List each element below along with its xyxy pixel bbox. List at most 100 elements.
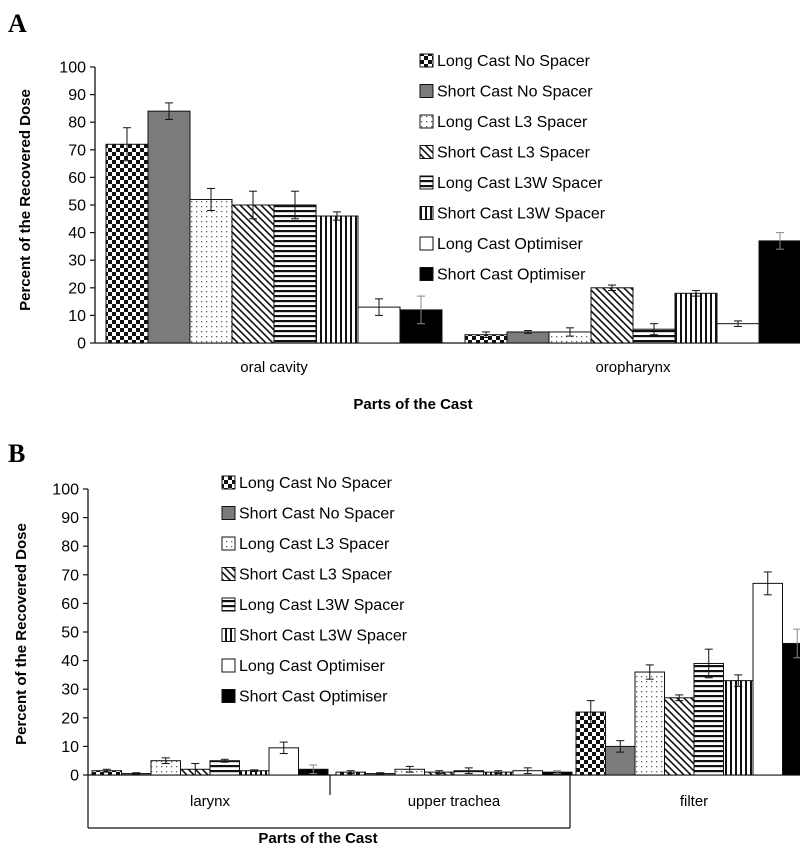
panel-a-legend: Long Cast No Spacer Short Cast No Spacer L… xyxy=(419,53,606,284)
bar-long-cast-optimiser-filter xyxy=(752,582,783,776)
error-bar-long-cast-optimiser-larynx xyxy=(279,741,288,755)
error-bar-short-cast-no-spacer-oropharynx xyxy=(524,330,532,334)
error-bar-short-cast-l3w-spacer-filter xyxy=(734,674,743,687)
error-bar-short-cast-optimiser-upper-trachea xyxy=(553,770,562,775)
y-tick-label: 50 xyxy=(61,625,79,642)
error-bar-short-cast-l3w-spacer-oral-cavity xyxy=(333,211,341,221)
bar-short-cast-optimiser-filter xyxy=(782,642,800,776)
legend-swatch-long-cast-no-spacer xyxy=(419,53,434,68)
panel-b-legend: Long Cast No Spacer Short Cast No Spacer L… xyxy=(221,475,408,706)
y-tick-label: 30 xyxy=(61,682,79,699)
legend-label-short-cast-no-spacer: Short Cast No Spacer xyxy=(239,506,395,523)
bar-long-cast-no-spacer-filter xyxy=(575,711,606,776)
error-bar-long-cast-l3-spacer-larynx xyxy=(161,757,170,765)
y-tick-label: 90 xyxy=(68,87,86,104)
y-tick-label: 60 xyxy=(61,596,79,613)
error-bar-long-cast-no-spacer-filter xyxy=(586,700,595,725)
y-tick-label: 70 xyxy=(68,142,86,159)
y-tick-label: 0 xyxy=(70,768,79,785)
bar-long-cast-l3-spacer-filter xyxy=(634,671,665,776)
panel-b-letter: B xyxy=(8,439,25,468)
bar-long-cast-l3w-spacer-larynx xyxy=(209,760,240,776)
panel-a: A Percent of the Recovered Dose Parts of… xyxy=(8,9,800,413)
legend-swatch-long-cast-l3w-spacer xyxy=(419,175,434,190)
error-bar-short-cast-l3w-spacer-larynx xyxy=(250,769,259,773)
error-bar-long-cast-no-spacer-upper-trachea xyxy=(346,770,355,775)
error-bar-short-cast-l3-spacer-filter xyxy=(675,694,684,702)
legend-swatch-long-cast-l3w-spacer xyxy=(221,597,236,612)
bar-short-cast-optimiser-oropharynx xyxy=(758,240,800,344)
error-bar-long-cast-l3-spacer-upper-trachea xyxy=(405,765,414,773)
error-bar-long-cast-no-spacer-oropharynx xyxy=(482,331,490,338)
error-bar-short-cast-l3-spacer-oropharynx xyxy=(608,284,616,292)
y-tick-label: 0 xyxy=(77,336,86,353)
error-bar-long-cast-l3w-spacer-oropharynx xyxy=(650,323,658,336)
error-bar-short-cast-l3-spacer-oral-cavity xyxy=(249,190,257,220)
y-tick-label: 100 xyxy=(52,482,79,499)
category-label-upper-trachea: upper trachea xyxy=(408,793,501,810)
legend-label-short-cast-l3-spacer: Short Cast L3 Spacer xyxy=(239,567,393,584)
bar-long-cast-l3-spacer-oral-cavity xyxy=(189,198,233,344)
error-bar-short-cast-l3-spacer-larynx xyxy=(191,763,200,776)
y-tick-label: 40 xyxy=(68,225,86,242)
error-bar-short-cast-optimiser-oral-cavity xyxy=(417,295,425,325)
error-bar-long-cast-l3w-spacer-larynx xyxy=(220,758,229,763)
panel-b-plot: 0 10 20 30 40 50 60 70 80 90 100 larynx upper trache… xyxy=(52,475,800,829)
panel-a-letter: A xyxy=(8,9,27,38)
y-tick-label: 20 xyxy=(61,710,79,727)
error-bar-short-cast-l3w-spacer-upper-trachea xyxy=(494,770,503,775)
legend-swatch-short-cast-optimiser xyxy=(419,267,434,281)
error-bar-short-cast-l3-spacer-upper-trachea xyxy=(435,770,444,775)
bar-long-cast-no-spacer-oral-cavity xyxy=(105,143,149,344)
y-tick-label: 60 xyxy=(68,170,86,187)
error-bar-long-cast-optimiser-upper-trachea xyxy=(523,767,532,775)
legend-label-long-cast-l3-spacer: Long Cast L3 Spacer xyxy=(437,114,588,131)
error-bar-short-cast-optimiser-larynx xyxy=(309,764,318,775)
bar-short-cast-l3w-spacer-oropharynx xyxy=(674,292,718,344)
error-bar-long-cast-l3-spacer-filter xyxy=(645,664,654,680)
category-label-oral-cavity: oral cavity xyxy=(240,359,308,376)
y-tick-label: 80 xyxy=(68,115,86,132)
legend-swatch-long-cast-l3-spacer xyxy=(221,536,236,551)
legend-swatch-short-cast-no-spacer xyxy=(419,84,434,98)
legend-label-long-cast-optimiser: Long Cast Optimiser xyxy=(437,236,584,253)
legend-swatch-long-cast-no-spacer xyxy=(221,475,236,490)
legend-label-short-cast-optimiser: Short Cast Optimiser xyxy=(239,689,388,706)
error-bar-long-cast-no-spacer-oral-cavity xyxy=(123,127,131,162)
y-tick-label: 10 xyxy=(61,739,79,756)
legend-swatch-long-cast-l3-spacer xyxy=(419,114,434,129)
legend-label-short-cast-optimiser: Short Cast Optimiser xyxy=(437,267,586,284)
legend-label-long-cast-l3-spacer: Long Cast L3 Spacer xyxy=(239,536,390,553)
error-bar-short-cast-l3w-spacer-oropharynx xyxy=(692,290,700,297)
bar-short-cast-l3w-spacer-filter xyxy=(723,680,754,776)
panel-b-y-axis-title: Percent of the Recovered Dose xyxy=(13,523,30,745)
error-bar-short-cast-no-spacer-filter xyxy=(616,740,625,753)
legend-swatch-short-cast-l3w-spacer xyxy=(419,206,434,220)
error-bar-long-cast-optimiser-filter xyxy=(763,571,772,596)
bar-short-cast-l3w-spacer-oral-cavity xyxy=(315,215,359,344)
legend-swatch-short-cast-l3-spacer xyxy=(221,567,236,581)
legend-swatch-short-cast-no-spacer xyxy=(221,506,236,520)
error-bar-long-cast-no-spacer-larynx xyxy=(102,768,111,773)
legend-swatch-long-cast-optimiser xyxy=(221,658,236,673)
y-tick-label: 20 xyxy=(68,280,86,297)
error-bar-long-cast-l3w-spacer-upper-trachea xyxy=(464,767,473,775)
error-bar-short-cast-no-spacer-larynx xyxy=(132,772,141,775)
legend-label-long-cast-optimiser: Long Cast Optimiser xyxy=(239,658,386,675)
legend-swatch-long-cast-optimiser xyxy=(419,236,434,251)
error-bar-long-cast-optimiser-oropharynx xyxy=(734,320,742,327)
y-tick-label: 40 xyxy=(61,653,79,670)
y-tick-label: 100 xyxy=(59,60,86,77)
error-bar-long-cast-l3w-spacer-filter xyxy=(704,648,713,679)
error-bar-long-cast-l3-spacer-oropharynx xyxy=(566,327,574,337)
y-tick-label: 50 xyxy=(68,198,86,215)
legend-label-long-cast-no-spacer: Long Cast No Spacer xyxy=(239,475,393,492)
y-tick-label: 90 xyxy=(61,510,79,527)
y-tick-label: 80 xyxy=(61,539,79,556)
error-bar-long-cast-optimiser-oral-cavity xyxy=(375,298,383,316)
error-bar-short-cast-optimiser-oropharynx xyxy=(776,232,784,250)
panel-a-y-axis-title: Percent of the Recovered Dose xyxy=(17,89,34,311)
panel-a-plot: 0 10 20 30 40 50 60 70 80 90 100 oral cavity orophar… xyxy=(59,53,800,376)
legend-label-short-cast-l3w-spacer: Short Cast L3W Spacer xyxy=(437,206,606,223)
